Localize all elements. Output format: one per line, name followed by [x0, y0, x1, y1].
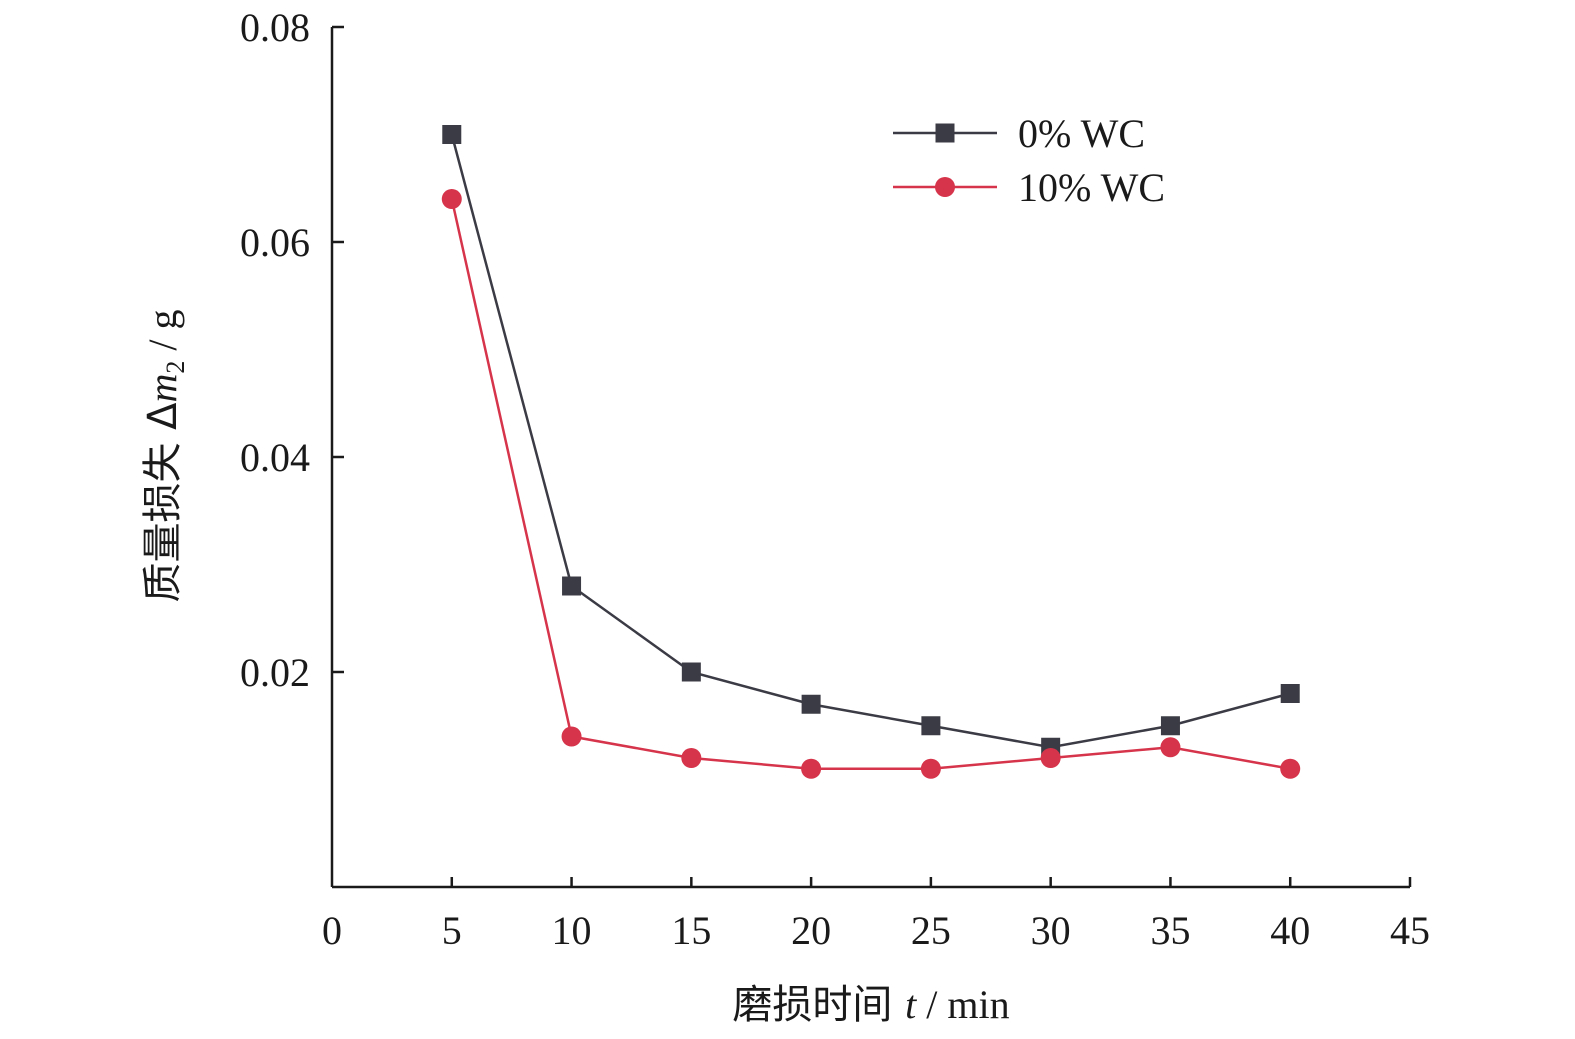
legend-label: 0% WC: [1018, 111, 1145, 156]
legend-label: 10% WC: [1018, 165, 1165, 210]
data-point: [801, 758, 822, 779]
series-2: [441, 189, 1301, 779]
axes: 0 5 10 15 20 25 30 35 40 45 0.02 0.04 0.06 0.08: [240, 5, 1430, 953]
x-tick-label: 0: [322, 908, 342, 953]
data-point: [1160, 716, 1180, 736]
y-tick-label: 0.04: [240, 435, 310, 480]
legend-item: 10% WC: [893, 165, 1165, 210]
y-tick-label: 0.08: [240, 5, 310, 50]
x-tick-label: 25: [911, 908, 951, 953]
series-line: [450, 134, 1291, 749]
x-tick-label: 20: [791, 908, 831, 953]
data-point: [921, 716, 941, 736]
data-point: [1280, 758, 1301, 779]
legend-marker: [935, 177, 955, 197]
x-axis-title: 磨损时间 t / min: [732, 982, 1009, 1028]
data-point: [561, 726, 582, 747]
x-tick-label: 30: [1031, 908, 1071, 953]
series-layer: [441, 125, 1301, 779]
legend-item: 0% WC: [893, 111, 1145, 156]
series-line: [450, 198, 1291, 770]
series-1: [442, 125, 1300, 757]
data-point: [562, 576, 582, 596]
data-point: [1160, 737, 1181, 758]
legend: 0% WC 10% WC: [893, 111, 1165, 210]
data-point: [681, 748, 702, 768]
x-tick-label: 35: [1150, 908, 1190, 953]
x-tick-label: 40: [1270, 908, 1310, 953]
data-point: [441, 189, 462, 209]
data-point: [801, 694, 821, 714]
x-tick-label: 10: [552, 908, 592, 953]
y-axis-title: 质量损失 Δm2 / g: [140, 309, 190, 602]
data-point: [681, 662, 701, 682]
x-tick-label: 15: [671, 908, 711, 953]
y-tick-label: 0.06: [240, 220, 310, 265]
data-point: [1280, 684, 1300, 703]
x-tick-label: 45: [1390, 908, 1430, 953]
data-point: [1040, 748, 1061, 768]
data-point: [442, 125, 462, 144]
legend-marker: [935, 123, 955, 143]
x-tick-label: 5: [442, 908, 462, 953]
y-tick-label: 0.02: [240, 650, 310, 695]
data-point: [920, 758, 941, 779]
